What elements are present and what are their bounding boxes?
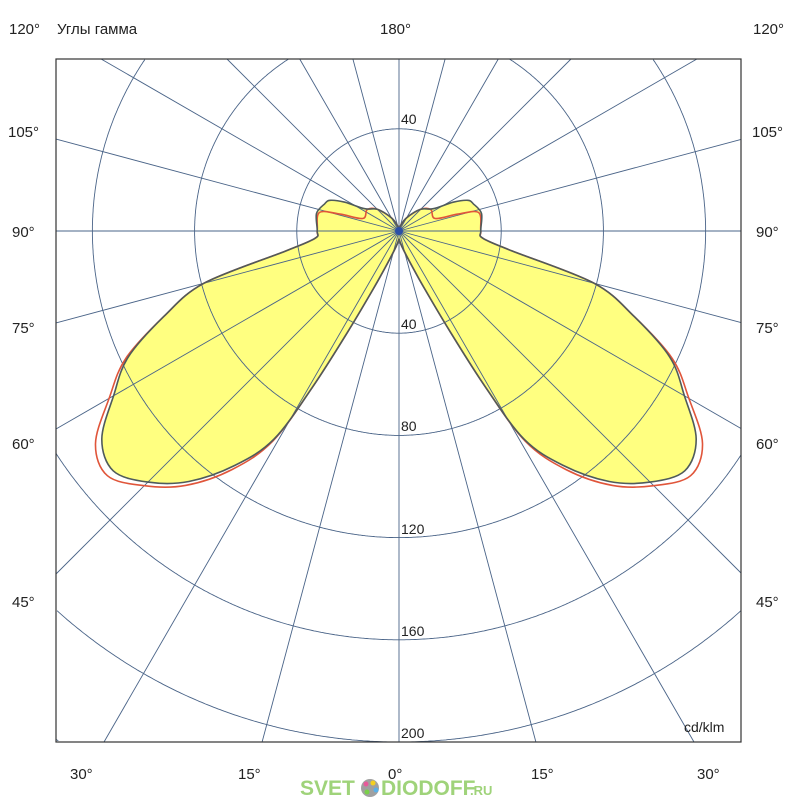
- top-center-angle: 180°: [380, 21, 411, 38]
- grid-ray-120: [398, 58, 698, 232]
- grid-circle-160: [55, 453, 742, 641]
- left-angle-90: 90°: [12, 224, 35, 241]
- right-angle-60: 60°: [756, 436, 779, 453]
- left-angle-105: 105°: [8, 124, 39, 141]
- grid-ray-150: [299, 58, 400, 232]
- lobe-fill-right: [399, 200, 697, 484]
- grid-ray-15: [261, 230, 400, 743]
- bottom-angle-0: 0°: [388, 766, 402, 783]
- bottom-angle-30-right: 30°: [697, 766, 720, 783]
- grid-ray-165: [352, 58, 400, 232]
- bottom-angle-30-left: 30°: [70, 766, 93, 783]
- grid-ray-45: [55, 230, 400, 575]
- radial-tick-40: 40: [401, 316, 417, 332]
- watermark-logo: [361, 779, 379, 797]
- grid-ray-135: [226, 58, 400, 232]
- right-angle-75: 75°: [756, 320, 779, 337]
- top-left-angle: 120°: [9, 21, 40, 38]
- right-angle-105: 105°: [752, 124, 783, 141]
- radial-tick-200: 200: [401, 725, 425, 741]
- radial-tick-160: 160: [401, 623, 425, 639]
- radial-tick-120: 120: [401, 521, 425, 537]
- bottom-angle-15-left: 15°: [238, 766, 261, 783]
- right-angle-90: 90°: [756, 224, 779, 241]
- series-0-curve-right: [398, 199, 697, 485]
- unit-label: cd/klm: [684, 719, 724, 735]
- grid-ray-120: [100, 58, 400, 232]
- grid-ray-105: [55, 138, 400, 232]
- watermark-suffix: .RU: [470, 783, 492, 798]
- grid-circle-80: [194, 58, 604, 436]
- grid-ray-15: [398, 230, 537, 743]
- center-point: [395, 227, 403, 235]
- radial-tick-labels: 40 40 80 120 160 200 cd/klm: [401, 111, 724, 741]
- plot-frame: [55, 58, 742, 743]
- grid-ray-75: [55, 230, 400, 324]
- lobe-fills: [101, 200, 697, 484]
- lobe-curves: [94, 199, 704, 488]
- grid-ray-135: [398, 58, 572, 232]
- right-angle-45: 45°: [756, 594, 779, 611]
- left-angle-60: 60°: [12, 436, 35, 453]
- grid-ray-150: [398, 58, 499, 232]
- grid-circle-120: [91, 59, 707, 539]
- lobe-fill-left: [101, 200, 400, 484]
- radial-tick-80: 80: [401, 418, 417, 434]
- watermark-text-right: DIODOFF: [381, 777, 476, 800]
- grid-ray-165: [398, 58, 446, 232]
- series-0-curve-left: [101, 199, 400, 485]
- grid-ray-105: [398, 138, 742, 232]
- chart-title: Углы гамма: [57, 21, 138, 38]
- angle-labels: 120° Углы гамма 180° 120° 105° 90° 75° 6…: [8, 21, 784, 783]
- grid-ray-75: [398, 230, 742, 324]
- polar-grid: [55, 58, 742, 743]
- grid-ray-45: [398, 230, 742, 574]
- radial-tick-40-up: 40: [401, 111, 417, 127]
- left-angle-45: 45°: [12, 594, 35, 611]
- watermark: SVET DIODOFF .RU: [300, 777, 492, 800]
- bottom-angle-15-right: 15°: [531, 766, 554, 783]
- grid-ray-30: [398, 230, 695, 743]
- watermark-text-left: SVET: [300, 777, 355, 800]
- grid-ray-30: [103, 230, 400, 743]
- left-angle-75: 75°: [12, 320, 35, 337]
- top-right-angle: 120°: [753, 21, 784, 38]
